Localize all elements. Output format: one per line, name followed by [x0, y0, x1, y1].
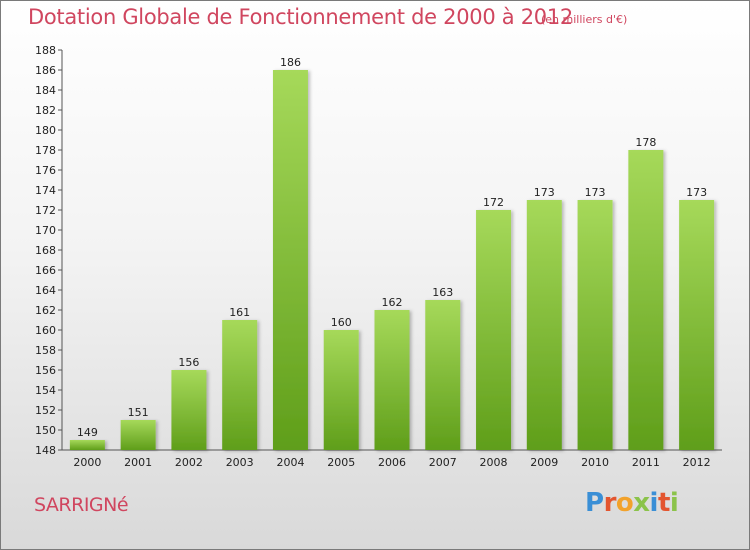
value-label-2003: 161	[229, 306, 250, 319]
x-axis: 2000 2001 2002 2003 2004 2005 2006 2007 2008 2009…	[62, 449, 722, 469]
x-tick-label: 2005	[327, 456, 355, 469]
y-tick-label: 172	[35, 204, 56, 217]
x-tick-label: 2003	[226, 456, 254, 469]
x-tick-label: 2008	[480, 456, 508, 469]
value-label-2012: 173	[686, 186, 707, 199]
bar-2002	[171, 370, 207, 450]
x-tick-label: 2002	[175, 456, 203, 469]
y-tick-label: 178	[35, 144, 56, 157]
x-tick-label: 2007	[429, 456, 457, 469]
y-tick-label: 156	[35, 364, 56, 377]
value-label-2002: 156	[178, 356, 199, 369]
value-label-2007: 163	[432, 286, 453, 299]
y-axis: 148 150 152 154 156 158 160 162 164 166 168 170 172 1…	[35, 44, 63, 457]
proxiti-logo: Proxiti	[585, 488, 679, 518]
bar-2000	[69, 440, 105, 450]
y-tick-label: 148	[35, 444, 56, 457]
y-tick-label: 180	[35, 124, 56, 137]
y-tick-label: 186	[35, 64, 56, 77]
bar-2006	[374, 310, 410, 450]
value-label-2010: 173	[585, 186, 606, 199]
x-tick-label: 2009	[530, 456, 558, 469]
bar-2009	[526, 200, 562, 450]
value-label-2006: 162	[382, 296, 403, 309]
y-tick-label: 160	[35, 324, 56, 337]
y-tick-label: 170	[35, 224, 56, 237]
y-tick-label: 174	[35, 184, 56, 197]
chart-unit: (en milliers d'€)	[541, 13, 628, 26]
value-label-2001: 151	[128, 406, 149, 419]
x-tick-label: 2000	[73, 456, 101, 469]
bar-2012	[679, 200, 715, 450]
bar-2007	[425, 300, 461, 450]
bars-group	[69, 70, 715, 450]
value-label-2009: 173	[534, 186, 555, 199]
y-tick-label: 184	[35, 84, 56, 97]
bar-2001	[120, 420, 156, 450]
value-label-2004: 186	[280, 56, 301, 69]
chart-title: Dotation Globale de Fonctionnement de 20…	[28, 5, 573, 29]
y-tick-label: 188	[35, 44, 56, 57]
x-tick-label: 2010	[581, 456, 609, 469]
bar-2003	[222, 320, 258, 450]
value-label-2011: 178	[635, 136, 656, 149]
x-tick-label: 2006	[378, 456, 406, 469]
value-labels-group: 149 151 156 161 186 160 162 163 172 173 173 178 173	[77, 56, 707, 439]
bar-2010	[577, 200, 613, 450]
y-tick-label: 182	[35, 104, 56, 117]
value-label-2000: 149	[77, 426, 98, 439]
y-tick-label: 176	[35, 164, 56, 177]
bar-2005	[323, 330, 359, 450]
y-tick-label: 158	[35, 344, 56, 357]
y-tick-label: 154	[35, 384, 56, 397]
y-tick-label: 150	[35, 424, 56, 437]
y-tick-label: 168	[35, 244, 56, 257]
value-label-2008: 172	[483, 196, 504, 209]
commune-name: SARRIGNé	[34, 494, 129, 516]
y-tick-label: 166	[35, 264, 56, 277]
bar-2008	[476, 210, 512, 450]
bar-2011	[628, 150, 664, 450]
y-tick-label: 152	[35, 404, 56, 417]
bar-2004	[272, 70, 308, 450]
y-tick-label: 164	[35, 284, 56, 297]
value-label-2005: 160	[331, 316, 352, 329]
x-tick-label: 2011	[632, 456, 660, 469]
y-tick-label: 162	[35, 304, 56, 317]
x-tick-label: 2012	[683, 456, 711, 469]
x-tick-label: 2001	[124, 456, 152, 469]
x-tick-label: 2004	[276, 456, 304, 469]
